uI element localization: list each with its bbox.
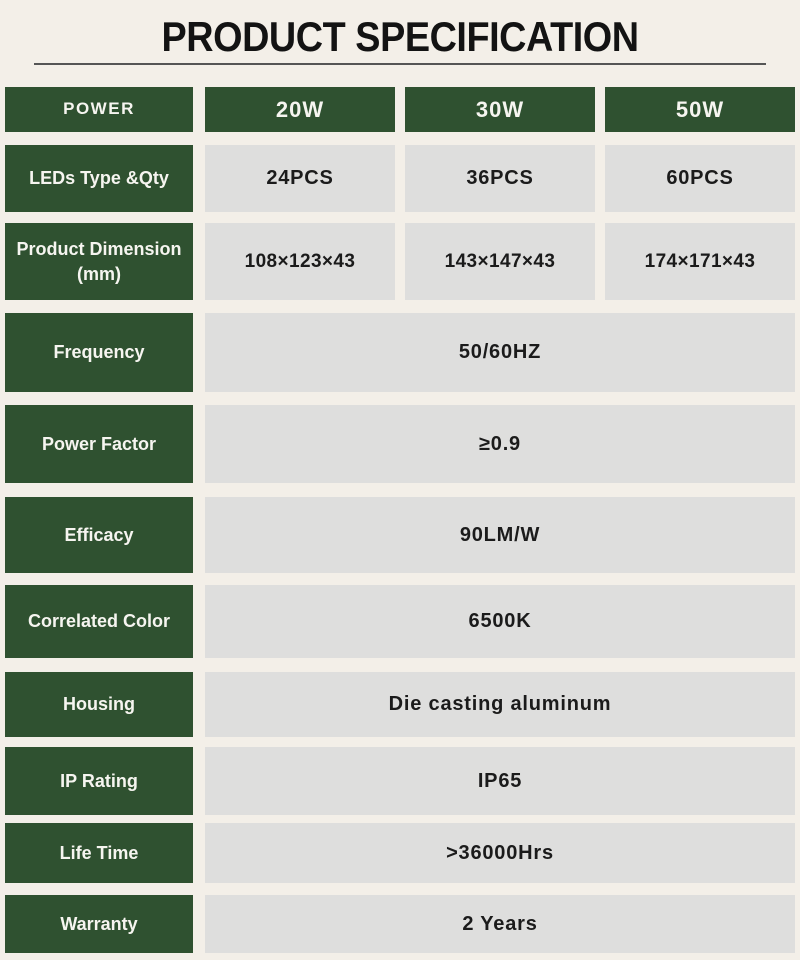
row-label: Power Factor — [5, 405, 193, 483]
spec-value: 50W — [605, 87, 795, 132]
row-label: POWER — [5, 87, 193, 132]
spec-value: 174×171×43 — [605, 223, 795, 300]
row-label: Efficacy — [5, 497, 193, 573]
row-warranty: Warranty 2 Years — [5, 895, 795, 953]
spec-value: 6500K — [205, 585, 795, 658]
row-correlated-color: Correlated Color 6500K — [5, 585, 795, 658]
row-life-time: Life Time >36000Hrs — [5, 823, 795, 883]
spec-value: IP65 — [205, 747, 795, 815]
page-title: PRODUCT SPECIFICATION — [161, 13, 639, 60]
row-label: Correlated Color — [5, 585, 193, 658]
spec-value: 36PCS — [405, 145, 595, 212]
spec-value: >36000Hrs — [205, 823, 795, 883]
row-label: Warranty — [5, 895, 193, 953]
spec-value: 24PCS — [205, 145, 395, 212]
row-label: Life Time — [5, 823, 193, 883]
spec-value: 30W — [405, 87, 595, 132]
row-ip-rating: IP Rating IP65 — [5, 747, 795, 815]
row-label: IP Rating — [5, 747, 193, 815]
title-underline — [34, 63, 766, 65]
row-frequency: Frequency 50/60HZ — [5, 313, 795, 392]
row-label: Product Dimension (mm) — [5, 223, 193, 300]
row-housing: Housing Die casting aluminum — [5, 672, 795, 737]
row-product-dimension: Product Dimension (mm) 108×123×43 143×14… — [5, 223, 795, 300]
spec-value: 50/60HZ — [205, 313, 795, 392]
row-efficacy: Efficacy 90LM/W — [5, 497, 795, 573]
spec-value: 20W — [205, 87, 395, 132]
spec-value: 60PCS — [605, 145, 795, 212]
spec-value: 90LM/W — [205, 497, 795, 573]
row-power: POWER 20W 30W 50W — [5, 87, 795, 132]
row-power-factor: Power Factor ≥0.9 — [5, 405, 795, 483]
row-label: Frequency — [5, 313, 193, 392]
spec-value: Die casting aluminum — [205, 672, 795, 737]
spec-value: 2 Years — [205, 895, 795, 953]
spec-value: ≥0.9 — [205, 405, 795, 483]
row-label: Housing — [5, 672, 193, 737]
page-header: PRODUCT SPECIFICATION — [0, 13, 800, 61]
spec-value: 108×123×43 — [205, 223, 395, 300]
row-label: LEDs Type &Qty — [5, 145, 193, 212]
row-leds-type-qty: LEDs Type &Qty 24PCS 36PCS 60PCS — [5, 145, 795, 212]
spec-value: 143×147×43 — [405, 223, 595, 300]
